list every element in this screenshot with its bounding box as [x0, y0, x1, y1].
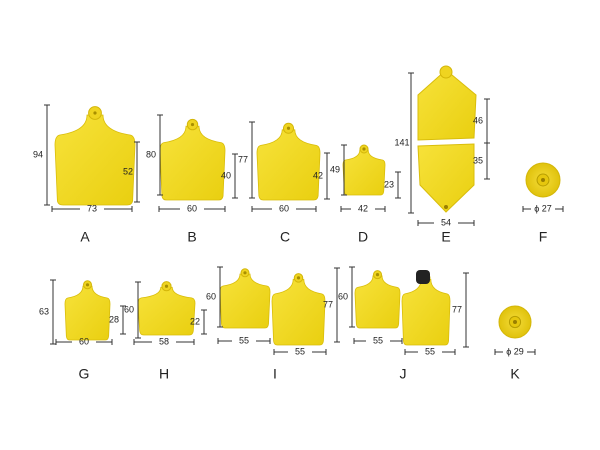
item-letter: G [79, 366, 90, 382]
ear-tag [354, 275, 401, 329]
item-letter: K [510, 366, 520, 382]
dimension-label: 77 [323, 299, 333, 309]
ear-tag [342, 149, 386, 196]
ear-tag [271, 278, 326, 346]
ear-tag [256, 129, 321, 201]
dimension-label: 35 [473, 155, 483, 165]
tag-hole [243, 271, 247, 275]
dimension-label: 60 [338, 291, 348, 301]
dimension-label: 60 [124, 304, 134, 314]
tag-hole [286, 126, 291, 130]
dimension-label: 22 [190, 316, 200, 326]
tag-hole [296, 276, 301, 280]
dimension-label: 55 [373, 335, 383, 345]
dimension-label: 42 [358, 203, 368, 213]
dimension-label: 141 [394, 137, 409, 147]
dimension-label: 46 [473, 115, 483, 125]
ear-tag [417, 69, 477, 141]
item-letter: I [273, 366, 277, 382]
item-letter: E [441, 229, 450, 245]
tag-hole [93, 111, 97, 115]
tag-hole [190, 122, 195, 127]
tag-hole [85, 283, 90, 287]
dimension-label: 77 [452, 304, 462, 314]
item-letter: F [539, 229, 548, 245]
dimension-label: 60 [206, 291, 216, 301]
item-letter: C [280, 229, 290, 245]
dimension-label: 54 [441, 217, 451, 227]
item-letter: D [358, 229, 368, 245]
button-hole [541, 178, 545, 182]
dimension-label: 49 [330, 164, 340, 174]
dimension-label: ϕ 27 [534, 203, 552, 213]
item-letter: J [400, 366, 407, 382]
dimension-label: 40 [221, 170, 231, 180]
button-hole [513, 320, 517, 324]
tag-hole [362, 147, 366, 151]
dimension-label: 63 [39, 306, 49, 316]
dimension-label: 55 [295, 346, 305, 356]
dimension-label: 80 [146, 149, 156, 159]
ear-tag [137, 286, 196, 336]
dimension-label: 94 [33, 149, 43, 159]
dimension-label: 55 [239, 335, 249, 345]
dimension-label: 60 [187, 203, 197, 213]
black-stud [416, 270, 430, 284]
tag-hole [444, 205, 448, 209]
ear-tag [401, 278, 451, 346]
tag-hole [164, 284, 169, 288]
dimension-label: 77 [238, 154, 248, 164]
ear-tag [417, 143, 475, 213]
dimension-label: 60 [279, 203, 289, 213]
dimension-label: 58 [159, 336, 169, 346]
dimension-label: 73 [87, 203, 97, 213]
ear-tag [54, 114, 136, 206]
dimension-label: 55 [425, 346, 435, 356]
ear-tag [219, 273, 271, 329]
dimension-label: 52 [123, 166, 133, 176]
tag-hole [375, 273, 380, 277]
dimension-label: 42 [313, 170, 323, 180]
item-letter: B [187, 229, 196, 245]
dimension-label: ϕ 29 [506, 346, 524, 356]
tag-stud [439, 65, 453, 79]
ear-tag [159, 125, 226, 201]
ear-tag [64, 285, 111, 341]
dimension-label: 28 [109, 314, 119, 324]
dimension-label: 60 [79, 336, 89, 346]
item-letter: H [159, 366, 169, 382]
dimension-label: 23 [384, 179, 394, 189]
item-letter: A [80, 229, 90, 245]
